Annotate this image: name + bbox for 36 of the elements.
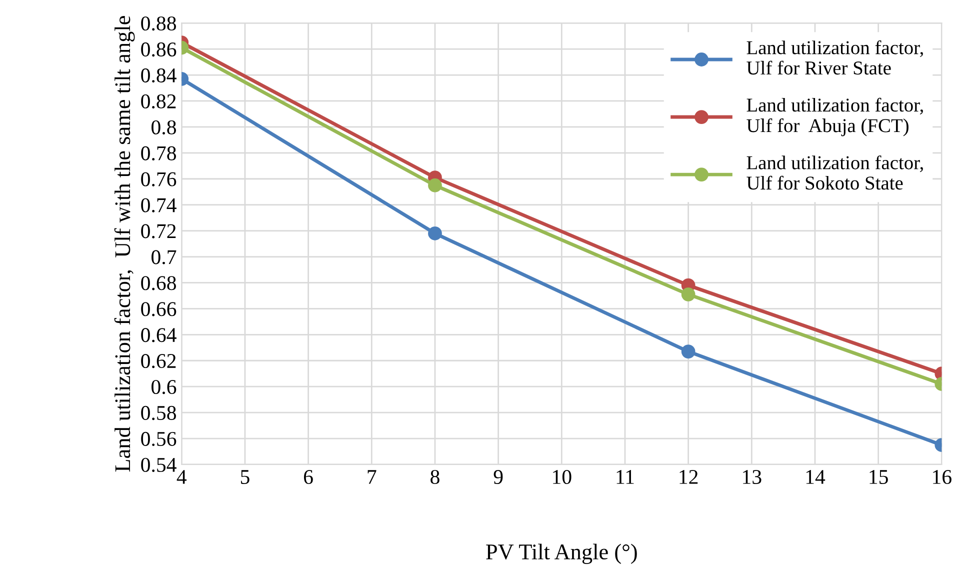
x-axis-title: PV Tilt Angle (°)	[486, 544, 637, 564]
legend-label: Land utilization factor, Ulf for River State	[746, 40, 923, 75]
x-tick-label: 11	[616, 470, 634, 484]
x-tick-label: 4	[176, 470, 187, 484]
x-tick-label: 14	[806, 470, 826, 484]
y-tick-label: 0.74	[141, 198, 176, 212]
y-tick-label: 0.64	[141, 328, 176, 342]
y-tick-label: 0.84	[141, 68, 176, 83]
x-tick-label: 12	[680, 470, 698, 484]
y-tick-label: 0.82	[141, 94, 176, 108]
x-tick-label: 10	[553, 470, 572, 484]
x-tick-label: 7	[368, 470, 376, 484]
x-tick-label: 9	[494, 470, 503, 484]
y-tick-label: 0.66	[141, 302, 176, 316]
y-tick-label: 0.68	[141, 276, 176, 290]
y-tick-label: 0.54	[141, 458, 176, 472]
y-tick-label: 0.62	[141, 354, 176, 368]
y-tick-label: 0.88	[141, 16, 176, 31]
y-tick-label: 0.56	[141, 432, 176, 446]
y-axis-title: Land utilization factor, Ulf with the same tilt angle	[114, 16, 135, 472]
x-tick-label: 16	[933, 470, 952, 484]
x-tick-label: 5	[240, 470, 250, 484]
legend-label: Land utilization factor, Ulf for Sokoto State	[746, 155, 923, 190]
legend-label: Land utilization factor, Ulf for Abuja (FCT)	[746, 98, 923, 136]
y-tick-label: 0.78	[141, 146, 176, 160]
y-tick-label: 0.8	[152, 120, 176, 134]
y-tick-label: 0.86	[141, 42, 176, 57]
x-tick-label: 6	[304, 470, 313, 484]
y-tick-label: 0.7	[152, 250, 176, 264]
x-tick-label: 15	[870, 470, 888, 484]
y-tick-label: 0.72	[141, 224, 176, 238]
y-tick-label: 0.58	[141, 406, 176, 420]
y-tick-label: 0.76	[141, 172, 176, 186]
y-tick-label: 0.6	[152, 380, 176, 394]
x-tick-label: 8	[430, 470, 440, 484]
x-tick-label: 13	[743, 470, 762, 484]
